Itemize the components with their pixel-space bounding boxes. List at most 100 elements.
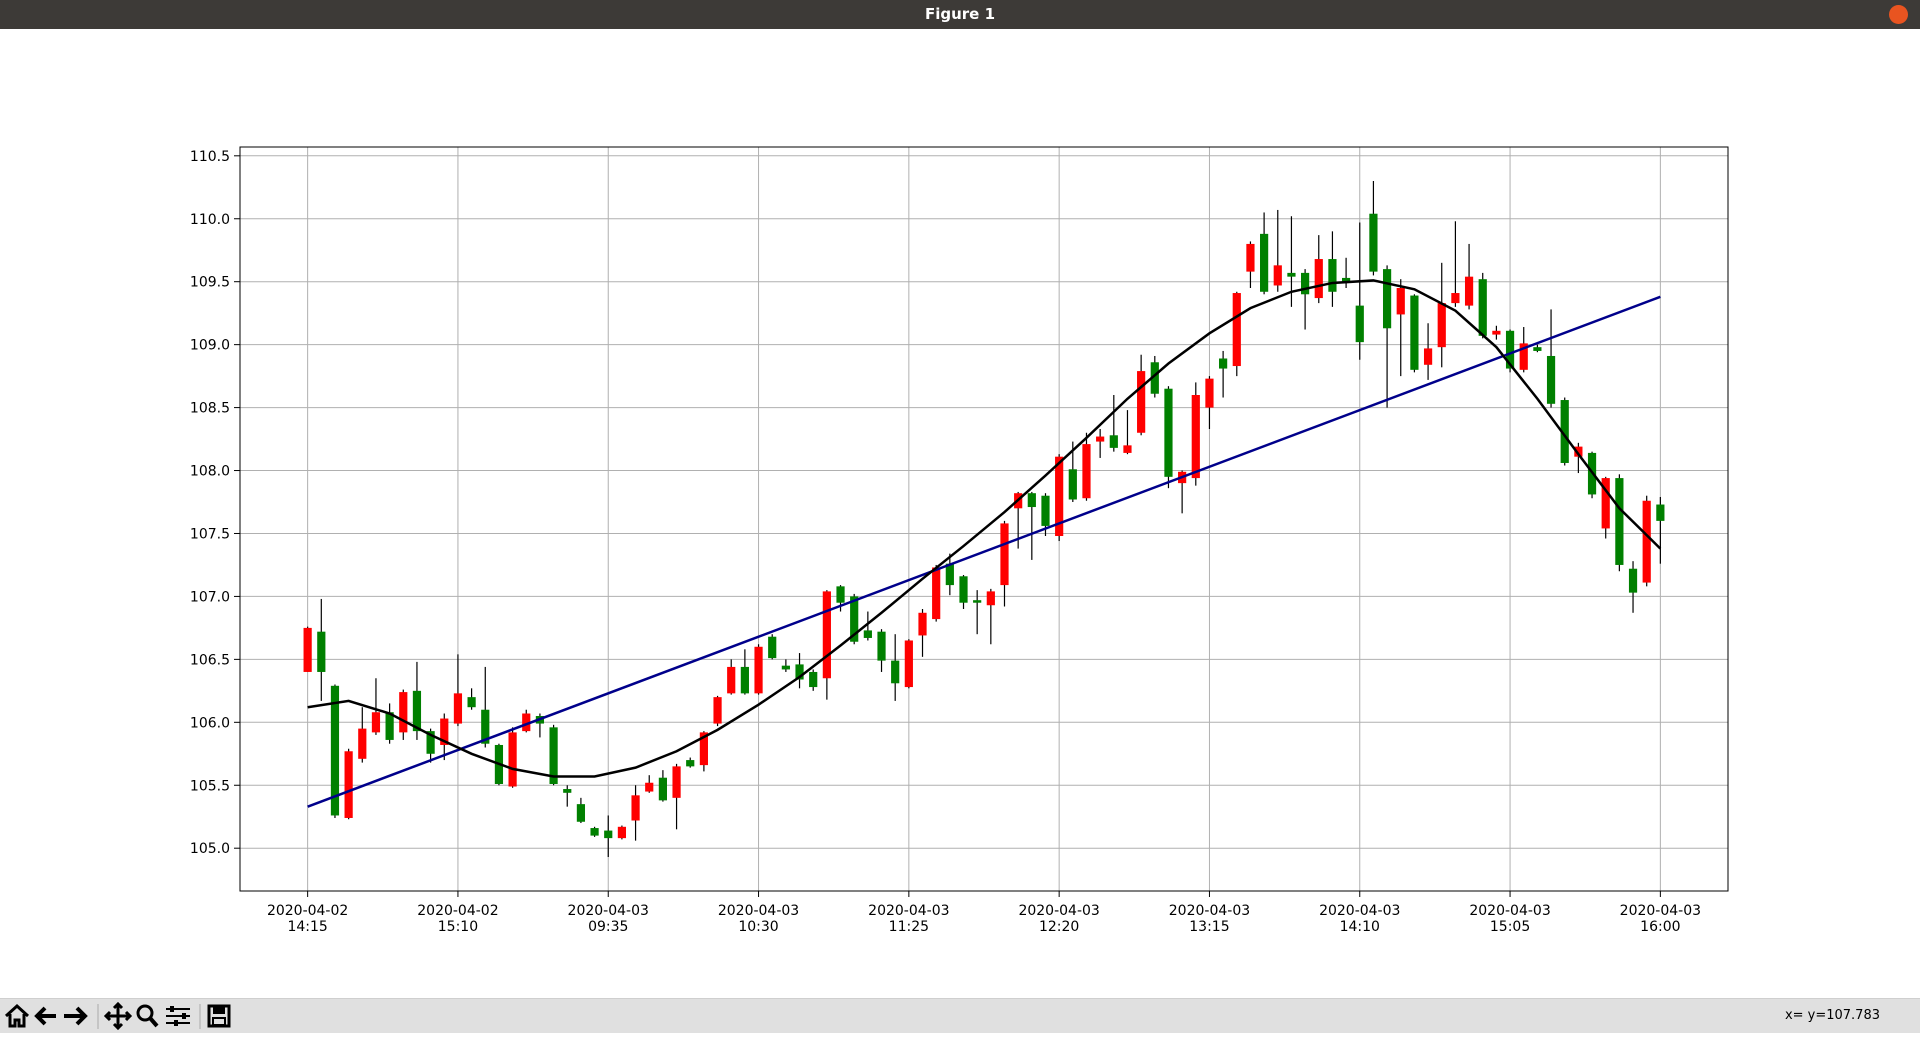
candle-body xyxy=(399,692,408,733)
candle-body xyxy=(508,732,517,787)
candle-body xyxy=(1546,355,1556,404)
x-tick-label: 2020-04-03 10:30 xyxy=(718,903,799,935)
forward-button[interactable] xyxy=(64,1006,88,1026)
close-button[interactable] xyxy=(1889,5,1908,24)
y-tick-label: 108.5 xyxy=(190,401,230,417)
pan-button[interactable] xyxy=(103,1001,133,1031)
zoom-button[interactable] xyxy=(136,1004,159,1028)
candle-body xyxy=(522,713,531,732)
candle-body xyxy=(658,777,667,801)
candle-body xyxy=(1628,568,1638,593)
candle-body xyxy=(891,660,900,684)
candle-body xyxy=(371,712,381,733)
candle-body xyxy=(781,665,790,670)
candle-body xyxy=(1382,269,1392,329)
candle-body xyxy=(1246,243,1255,272)
candle-body xyxy=(358,728,367,759)
y-tick-label: 109.5 xyxy=(190,275,230,291)
candle-body xyxy=(713,697,722,724)
candle-body xyxy=(1219,358,1228,369)
candle-body xyxy=(344,751,353,818)
candle-body xyxy=(426,731,435,754)
candle-body xyxy=(412,690,422,732)
y-tick-label: 107.5 xyxy=(190,526,230,542)
toolbar xyxy=(0,998,1920,1033)
x-tick-label: 2020-04-02 14:15 xyxy=(267,903,348,935)
y-tick-label: 109.0 xyxy=(190,338,230,354)
candle-body xyxy=(904,640,913,688)
candle-body xyxy=(1615,478,1624,565)
candle-body xyxy=(1287,272,1296,277)
candle-body xyxy=(385,712,394,740)
candle-body xyxy=(576,804,586,822)
candle-body xyxy=(1341,277,1351,282)
candle-body xyxy=(1082,444,1091,499)
x-tick-label: 2020-04-03 13:15 xyxy=(1169,903,1250,935)
candle-body xyxy=(303,627,312,672)
candle-body xyxy=(317,631,326,672)
save-button[interactable] xyxy=(207,1004,231,1028)
candle-body xyxy=(959,576,968,603)
candle-body xyxy=(1301,272,1310,295)
back-button[interactable] xyxy=(34,1006,56,1026)
candle-body xyxy=(1355,305,1364,343)
candle-body xyxy=(1109,435,1118,448)
candle-body xyxy=(1205,378,1214,408)
fit-line xyxy=(307,279,1662,778)
y-tick-label: 110.0 xyxy=(190,212,230,228)
candle-body xyxy=(945,563,954,586)
y-tick-label: 106.0 xyxy=(190,715,230,731)
candle-body xyxy=(549,727,558,784)
y-tick-label: 108.0 xyxy=(190,464,230,480)
candle-body xyxy=(850,596,859,642)
x-tick-label: 2020-04-03 14:10 xyxy=(1319,903,1400,935)
candle-body xyxy=(604,830,613,839)
candle-body xyxy=(1191,395,1200,479)
candle-body xyxy=(453,693,463,724)
candle-body xyxy=(699,732,708,766)
candle-body xyxy=(986,591,995,606)
candle-body xyxy=(1464,276,1474,306)
candle-body xyxy=(1410,295,1419,370)
candle-body xyxy=(795,664,804,680)
candle-body xyxy=(1096,436,1105,442)
candle-body xyxy=(1492,330,1501,335)
candle-body xyxy=(467,697,476,708)
candle-body xyxy=(727,666,736,694)
candle-body xyxy=(1164,388,1173,477)
candle-body xyxy=(1273,265,1282,286)
candle-body xyxy=(1328,259,1337,292)
x-tick-label: 2020-04-03 09:35 xyxy=(568,903,649,935)
candle-body xyxy=(1451,293,1460,304)
candle-body xyxy=(645,782,654,792)
y-tick-label: 105.5 xyxy=(190,778,230,794)
candle-body xyxy=(1150,362,1159,394)
candle-body xyxy=(1533,347,1542,351)
home-button[interactable] xyxy=(4,1003,30,1028)
candle-body xyxy=(563,789,572,793)
candle-body xyxy=(686,760,695,767)
y-tick-label: 110.5 xyxy=(190,149,230,165)
candle-body xyxy=(768,636,777,659)
y-tick-label: 106.5 xyxy=(190,652,230,668)
candle-body xyxy=(877,631,886,661)
candle-body xyxy=(918,612,927,636)
candle-body xyxy=(672,766,681,798)
candle-body xyxy=(1123,445,1132,453)
status-text: x= y=107.783 xyxy=(1784,1008,1880,1023)
candle-body xyxy=(1519,343,1528,370)
candle-body xyxy=(1601,478,1610,529)
candle-body xyxy=(822,591,831,679)
axes-frame xyxy=(239,146,1729,892)
candle-body xyxy=(740,666,749,694)
candle-body xyxy=(440,718,449,745)
candle-body xyxy=(590,828,599,836)
x-tick-label: 2020-04-03 12:20 xyxy=(1018,903,1099,935)
x-tick-label: 2020-04-03 11:25 xyxy=(868,903,949,935)
candle-body xyxy=(1369,213,1378,272)
candle-body xyxy=(1068,469,1077,500)
window-title: Figure 1 xyxy=(0,0,1920,29)
configure-button[interactable] xyxy=(166,1006,190,1026)
candle-body xyxy=(1055,456,1064,536)
